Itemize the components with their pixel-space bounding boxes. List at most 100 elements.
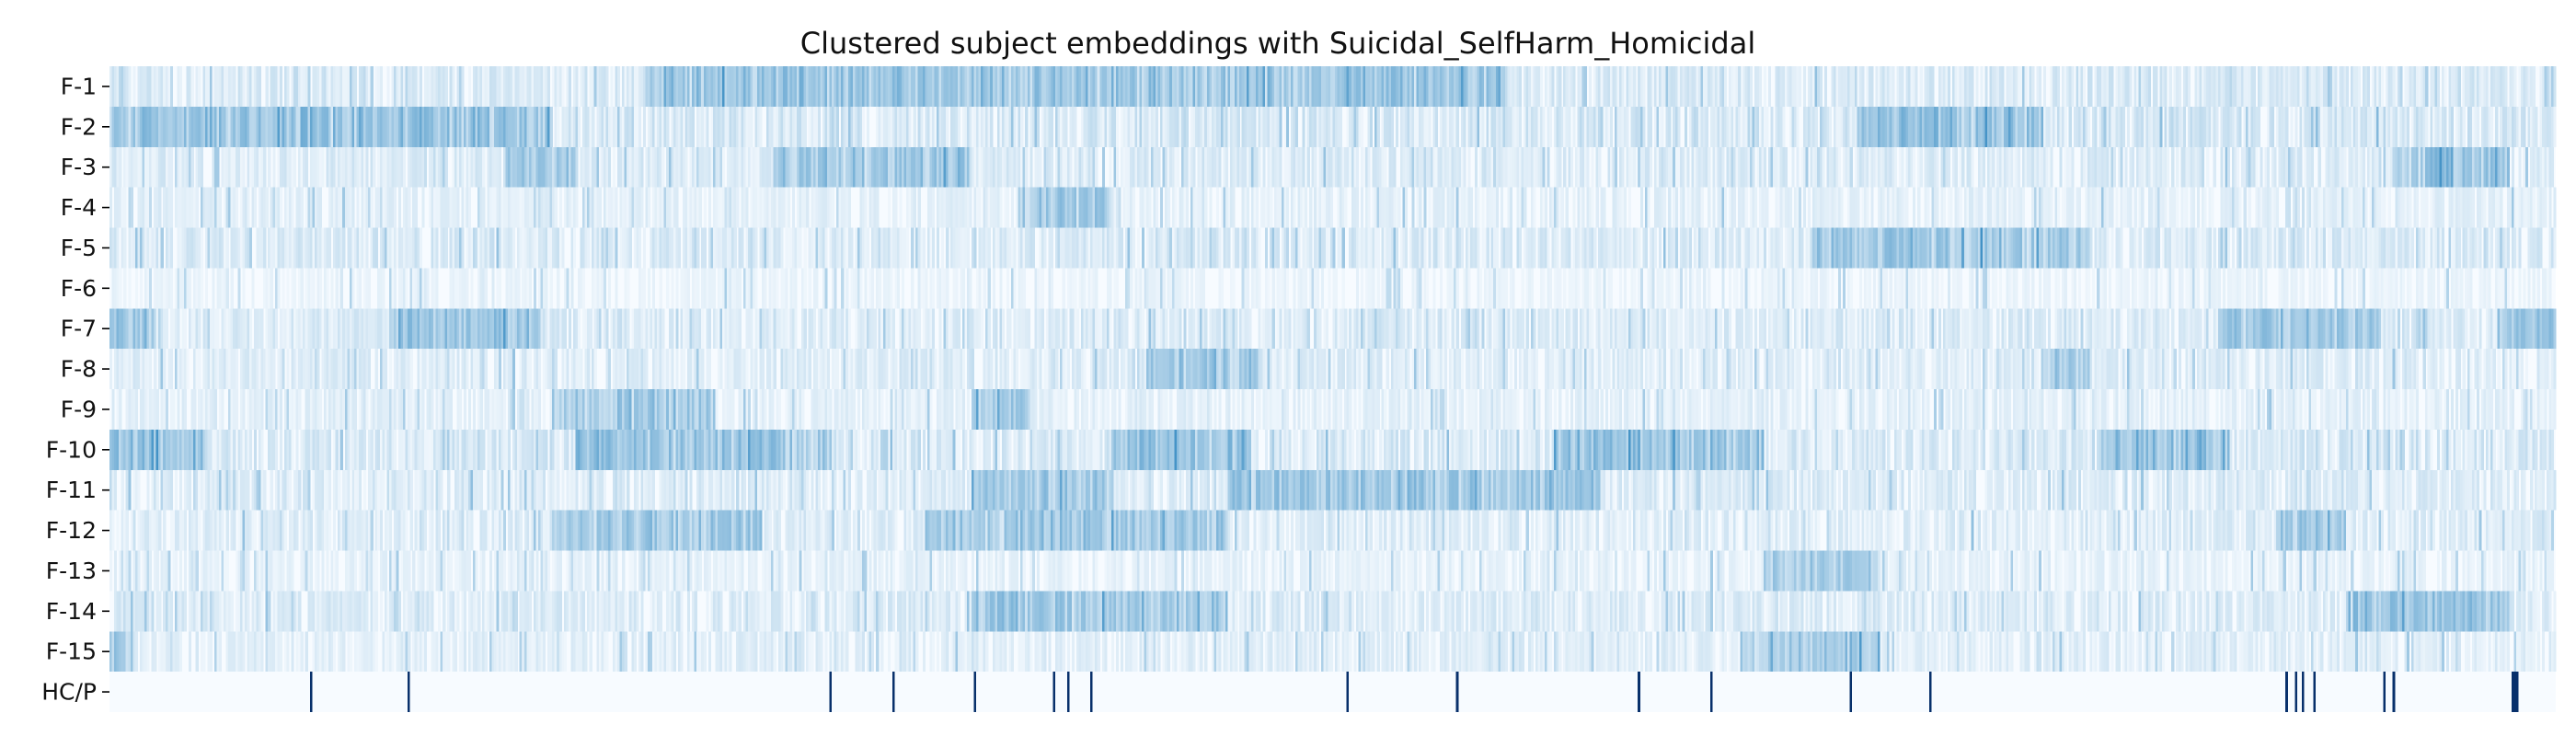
heatmap-cell bbox=[2237, 227, 2240, 269]
heatmap-cell bbox=[300, 227, 304, 269]
heatmap-cell bbox=[2203, 106, 2207, 147]
heatmap-cell bbox=[663, 66, 667, 107]
heatmap-cell bbox=[1458, 66, 1462, 107]
heatmap-cell bbox=[1355, 227, 1359, 269]
heatmap-cell bbox=[1013, 268, 1017, 309]
heatmap-cell bbox=[1302, 227, 1305, 269]
heatmap-cell bbox=[642, 268, 647, 309]
heatmap-cell bbox=[1358, 66, 1362, 107]
heatmap-cell bbox=[496, 146, 500, 188]
heatmap-cell bbox=[1798, 66, 1802, 107]
heatmap-cell bbox=[1434, 66, 1439, 107]
heatmap-cell bbox=[694, 146, 697, 188]
heatmap-cell bbox=[777, 66, 781, 107]
heatmap-cell bbox=[1968, 146, 1972, 188]
heatmap-cell bbox=[2290, 106, 2294, 147]
heatmap-cell bbox=[358, 146, 362, 188]
heatmap-cell bbox=[155, 146, 159, 188]
heatmap-cell bbox=[843, 146, 846, 188]
heatmap-cell bbox=[999, 66, 1003, 107]
heatmap-cell bbox=[1884, 187, 1888, 228]
heatmap-cell bbox=[612, 187, 616, 228]
heatmap-cell bbox=[1160, 227, 1164, 269]
heatmap-cell bbox=[1018, 268, 1021, 309]
heatmap-cell bbox=[2162, 146, 2166, 188]
heatmap-cell bbox=[1043, 66, 1047, 107]
heatmap-cell bbox=[522, 146, 525, 188]
heatmap-cell bbox=[1819, 187, 1823, 228]
heatmap-cell bbox=[2036, 187, 2040, 228]
heatmap-cell bbox=[1253, 106, 1257, 147]
heatmap-cell bbox=[1442, 187, 1445, 228]
heatmap-cell bbox=[1329, 146, 1334, 188]
heatmap-cell bbox=[1405, 106, 1409, 147]
heatmap-cell bbox=[466, 227, 469, 269]
heatmap-cell bbox=[1740, 106, 1743, 147]
heatmap-cell bbox=[771, 187, 775, 228]
heatmap-cell bbox=[1425, 268, 1429, 309]
heatmap-cell bbox=[1145, 66, 1150, 107]
heatmap-cell bbox=[1165, 146, 1168, 188]
heatmap-cell bbox=[1696, 187, 1699, 228]
heatmap-cell bbox=[1288, 146, 1292, 188]
heatmap-cell bbox=[1674, 66, 1678, 107]
heatmap-cell bbox=[981, 66, 984, 107]
heatmap-cell bbox=[966, 187, 971, 228]
heatmap-cell bbox=[596, 146, 600, 188]
heatmap-cell bbox=[2182, 66, 2186, 107]
heatmap-cell bbox=[2287, 146, 2291, 188]
heatmap-cell bbox=[2371, 106, 2375, 147]
heatmap-cell bbox=[661, 227, 665, 269]
heatmap-cell bbox=[1507, 106, 1511, 147]
heatmap-cell bbox=[857, 106, 861, 147]
heatmap-cell bbox=[1547, 106, 1550, 147]
heatmap-cell bbox=[510, 146, 513, 188]
heatmap-cell bbox=[1554, 187, 1558, 228]
heatmap-cell bbox=[502, 227, 507, 269]
heatmap-cell bbox=[794, 66, 798, 107]
heatmap-cell bbox=[1618, 146, 1623, 188]
heatmap-cell bbox=[1489, 146, 1492, 188]
heatmap-cell bbox=[2273, 66, 2277, 107]
heatmap-cell bbox=[428, 187, 432, 228]
heatmap-cell bbox=[1572, 227, 1576, 269]
heatmap-cell bbox=[1940, 227, 1944, 269]
heatmap-cell bbox=[876, 187, 880, 228]
heatmap-cell bbox=[484, 268, 488, 309]
heatmap-cell bbox=[1455, 106, 1459, 147]
heatmap-cell bbox=[1754, 106, 1757, 147]
heatmap-cell bbox=[1614, 106, 1618, 147]
heatmap-cell bbox=[1712, 146, 1716, 188]
heatmap-cell bbox=[382, 227, 385, 269]
heatmap-cell bbox=[2257, 187, 2260, 228]
heatmap-cell bbox=[1325, 187, 1329, 228]
heatmap-cell bbox=[1840, 106, 1844, 147]
heatmap-cell bbox=[2483, 106, 2487, 147]
heatmap-cell bbox=[1086, 187, 1089, 228]
heatmap-cell bbox=[121, 106, 124, 147]
heatmap-cell bbox=[2038, 187, 2041, 228]
heatmap-cell bbox=[1791, 66, 1795, 107]
heatmap-cell bbox=[270, 227, 273, 269]
heatmap-cell bbox=[1467, 268, 1471, 309]
heatmap-cell bbox=[1945, 106, 1949, 147]
heatmap-cell bbox=[1381, 187, 1385, 228]
heatmap-cell bbox=[154, 187, 157, 228]
heatmap-cell bbox=[682, 268, 686, 309]
heatmap-cell bbox=[384, 227, 387, 269]
heatmap-cell bbox=[2546, 106, 2549, 147]
heatmap-cell bbox=[533, 268, 537, 309]
heatmap-cell bbox=[2120, 66, 2123, 107]
heatmap-cell bbox=[2243, 227, 2247, 269]
heatmap-cell bbox=[1451, 146, 1455, 188]
heatmap-cell bbox=[419, 268, 422, 309]
heatmap-cell bbox=[1455, 227, 1459, 269]
heatmap-cell bbox=[955, 187, 959, 228]
heatmap-cell bbox=[1584, 106, 1588, 147]
heatmap-cell bbox=[1949, 106, 1953, 147]
heatmap-cell bbox=[2122, 66, 2126, 107]
heatmap-cell bbox=[1775, 187, 1778, 228]
heatmap-cell bbox=[209, 106, 213, 147]
heatmap-cell bbox=[1370, 268, 1374, 309]
heatmap-cell bbox=[1959, 146, 1962, 188]
